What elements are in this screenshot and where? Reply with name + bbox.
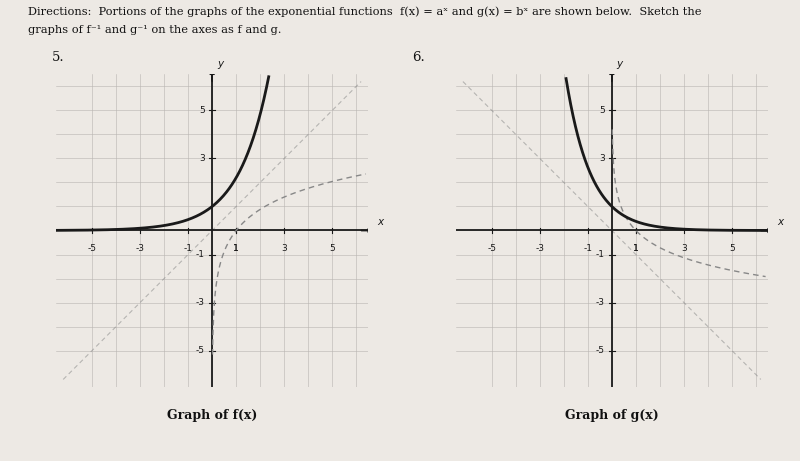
Text: -5: -5 [596,346,605,355]
Text: 5: 5 [199,106,205,115]
Text: 5: 5 [330,244,335,253]
Text: -1: -1 [184,244,193,253]
Text: 1: 1 [633,244,638,253]
Text: -3: -3 [135,244,145,253]
Text: Directions:  Portions of the graphs of the exponential functions  f(x) = aˣ and : Directions: Portions of the graphs of th… [28,7,702,18]
Text: -1: -1 [196,250,205,259]
Text: 3: 3 [681,244,686,253]
Text: -5: -5 [487,244,496,253]
Text: x: x [378,217,383,227]
FancyArrow shape [761,228,774,233]
Text: y: y [217,59,223,69]
Text: -5: -5 [87,244,97,253]
Text: -3: -3 [535,244,544,253]
FancyArrow shape [610,68,614,82]
Text: -3: -3 [196,298,205,307]
Text: 5: 5 [599,106,605,115]
Text: x: x [777,217,783,227]
Text: Graph of f(x): Graph of f(x) [167,408,258,421]
Text: 1: 1 [234,244,239,253]
Text: 3: 3 [199,154,205,163]
Text: -3: -3 [596,298,605,307]
Text: 6.: 6. [412,51,425,64]
Text: y: y [617,59,622,69]
Text: 5: 5 [729,244,735,253]
FancyArrow shape [210,68,214,82]
Text: 3: 3 [282,244,287,253]
Text: -5: -5 [196,346,205,355]
Text: 5.: 5. [52,51,65,64]
Text: Graph of g(x): Graph of g(x) [565,408,658,421]
Text: 1: 1 [234,244,239,253]
Text: 1: 1 [633,244,638,253]
Text: 3: 3 [599,154,605,163]
Text: -1: -1 [596,250,605,259]
FancyArrow shape [361,228,374,233]
Text: -1: -1 [583,244,592,253]
Text: graphs of f⁻¹ and g⁻¹ on the axes as f and g.: graphs of f⁻¹ and g⁻¹ on the axes as f a… [28,25,282,35]
